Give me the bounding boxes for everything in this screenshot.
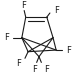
Text: F: F <box>66 46 71 55</box>
Text: F: F <box>44 64 49 74</box>
Text: F: F <box>32 64 37 74</box>
Text: F: F <box>54 6 59 15</box>
Text: F: F <box>21 1 26 10</box>
Text: F: F <box>5 33 9 42</box>
Text: F: F <box>16 59 21 68</box>
